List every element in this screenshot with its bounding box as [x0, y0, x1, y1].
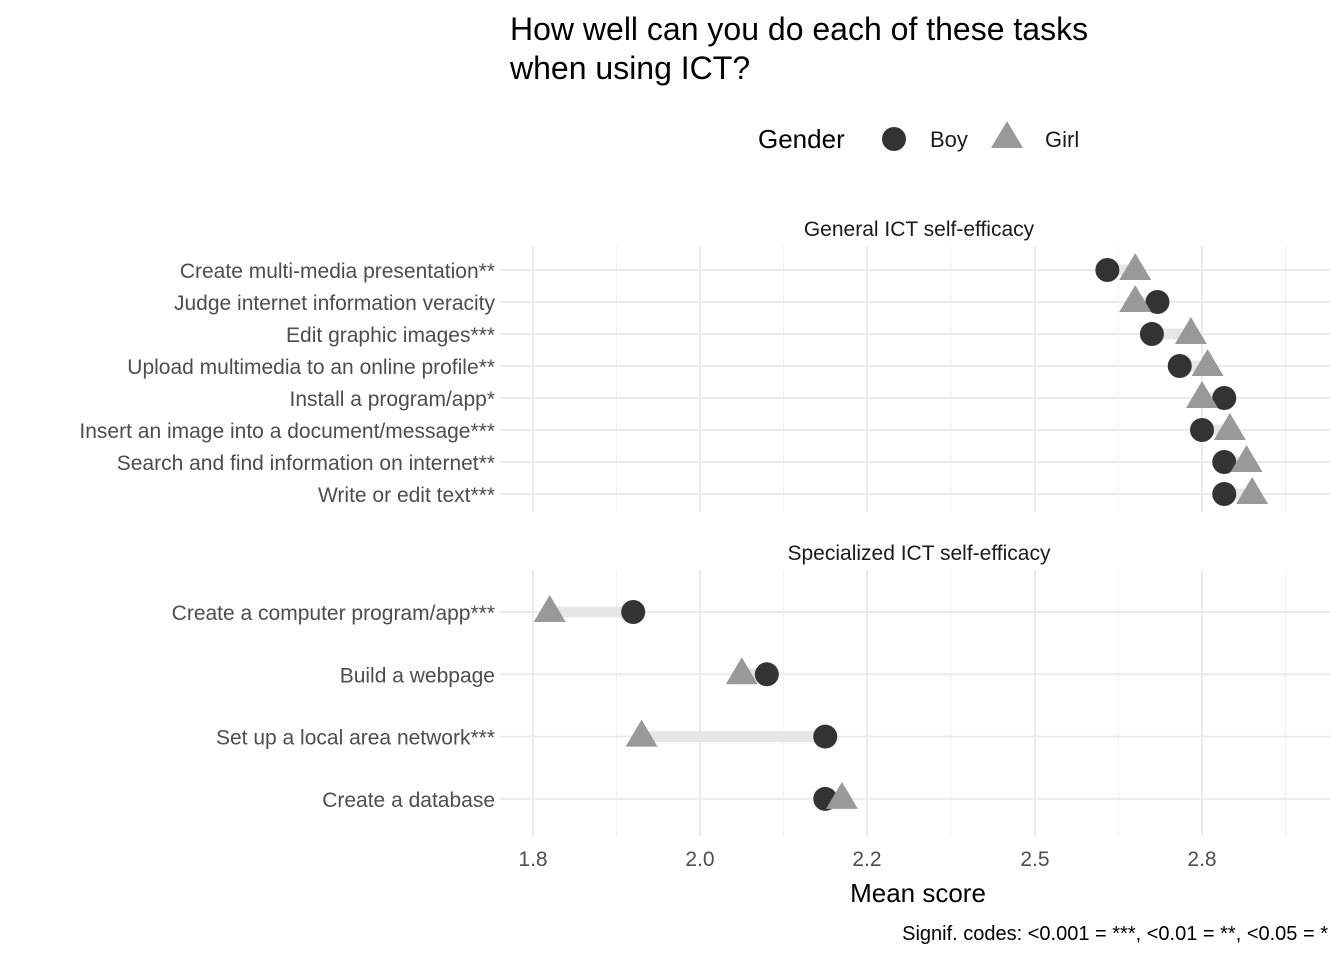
legend: Gender Boy Girl [758, 121, 1079, 154]
y-tick-label: Create a computer program/app*** [172, 602, 495, 625]
girl-point [625, 719, 658, 747]
boy-point [754, 662, 779, 687]
x-tick-label: 2.5 [1020, 848, 1049, 871]
girl-point [1213, 413, 1246, 440]
y-tick-label: Edit graphic images*** [286, 324, 495, 347]
boy-point [621, 600, 646, 624]
boy-point [1212, 386, 1237, 410]
y-tick-label: Create a database [322, 789, 495, 812]
girl-point [1119, 285, 1152, 312]
boy-point [1145, 290, 1170, 314]
panel-1: General ICT self-efficacy Create multi-me… [79, 218, 1330, 512]
panel-strip-label: General ICT self-efficacy [804, 218, 1035, 241]
boy-point [1167, 354, 1192, 378]
legend-title: Gender [758, 124, 845, 154]
girl-point [533, 595, 566, 622]
girl-point [1236, 477, 1269, 504]
boy-point [1212, 482, 1237, 506]
legend-boy-marker [882, 127, 906, 151]
legend-girl-marker [991, 121, 1023, 148]
girl-point [1174, 317, 1207, 344]
panels: General ICT self-efficacy Create multi-me… [79, 218, 1330, 836]
girl-point [1191, 349, 1224, 376]
girl-point [825, 781, 858, 809]
girl-point [1119, 253, 1152, 280]
x-tick-label: 2.2 [852, 848, 881, 871]
y-tick-label: Set up a local area network*** [216, 727, 495, 750]
y-tick-label: Judge internet information veracity [174, 292, 495, 315]
boy-point [1095, 258, 1120, 282]
y-tick-label: Build a webpage [340, 664, 495, 687]
caption: Signif. codes: <0.001 = ***, <0.01 = **,… [902, 923, 1328, 945]
x-axis: 1.8 2.0 2.2 2.5 2.8 [518, 848, 1216, 871]
panel-2: Specialized ICT self-efficacy Create a co… [172, 542, 1330, 836]
x-tick-label: 2.0 [685, 848, 714, 871]
x-tick-label: 1.8 [518, 848, 547, 871]
legend-boy-label: Boy [930, 127, 968, 152]
boy-point [813, 724, 838, 749]
panel-strip-label: Specialized ICT self-efficacy [787, 542, 1051, 565]
chart-title-line-1: How well can you do each of these tasks [510, 11, 1088, 47]
boy-point [1139, 322, 1164, 346]
y-tick-label: Create multi-media presentation** [180, 260, 495, 283]
y-tick-label: Upload multimedia to an online profile** [127, 356, 495, 379]
boy-point [1212, 450, 1237, 474]
y-tick-label: Insert an image into a document/message*… [79, 420, 495, 443]
y-tick-label: Write or edit text*** [318, 484, 495, 507]
x-axis-title: Mean score [850, 878, 986, 908]
girl-point [1230, 445, 1263, 472]
y-tick-label: Install a program/app* [290, 388, 495, 411]
girl-point [1186, 381, 1218, 408]
legend-girl-label: Girl [1045, 127, 1079, 152]
boy-point [1190, 418, 1214, 442]
x-tick-label: 2.8 [1187, 848, 1216, 871]
chart-title-line-2: when using ICT? [509, 50, 750, 86]
chart-title: How well can you do each of these tasksw… [509, 11, 1088, 86]
y-tick-label: Search and find information on internet*… [117, 452, 495, 475]
girl-point [725, 657, 758, 685]
